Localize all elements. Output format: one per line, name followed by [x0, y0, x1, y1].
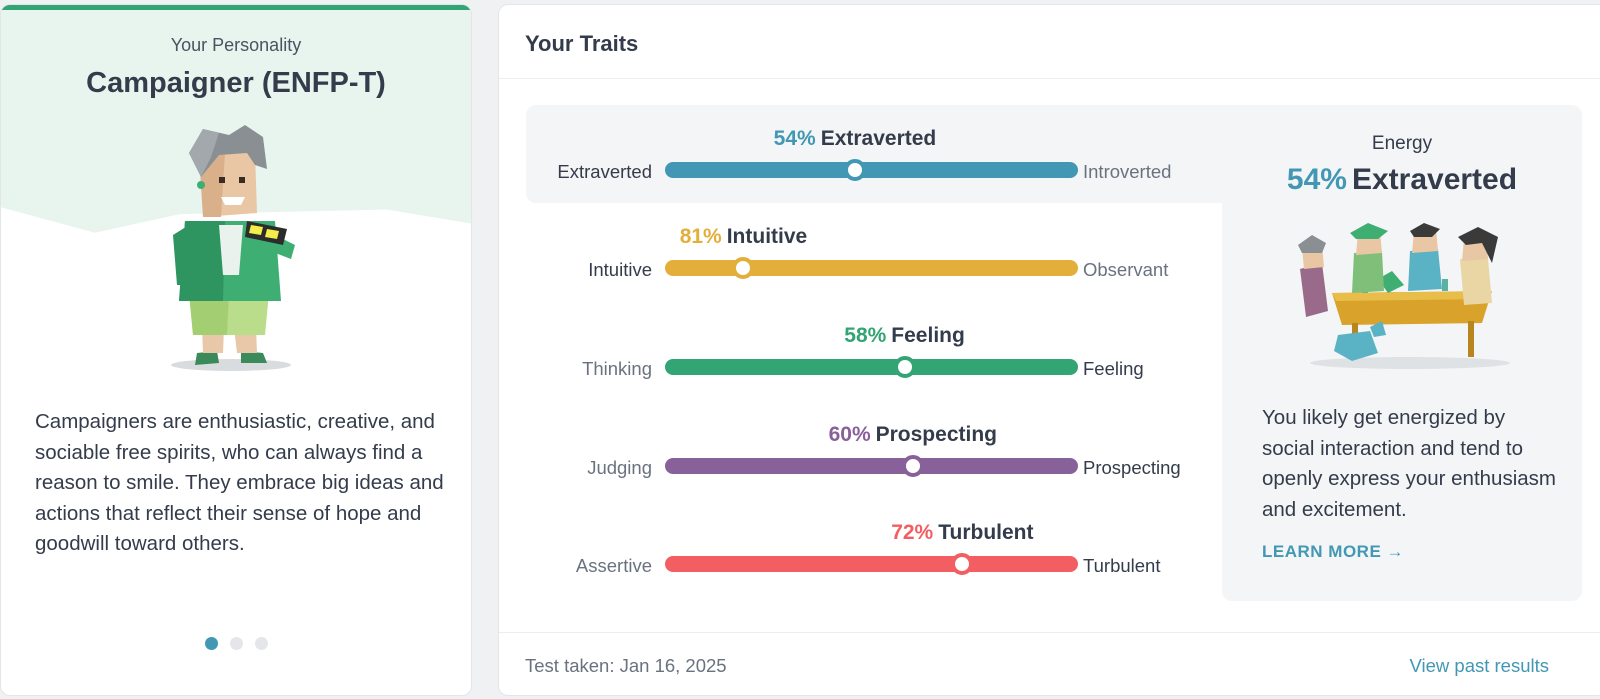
- trait-heading: 54% Extraverted: [774, 127, 937, 151]
- test-taken-date: Test taken: Jan 16, 2025: [525, 655, 727, 676]
- trait-row[interactable]: 60% Prospecting Judging Prospecting: [526, 423, 1206, 483]
- trait-heading: 81% Intuitive: [680, 225, 808, 249]
- energy-trait: Extraverted: [1351, 163, 1518, 196]
- trait-left-label: Intuitive: [588, 259, 652, 280]
- traits-card: Your Traits 54% Extraverted Extraverted Int…: [498, 4, 1600, 696]
- trait-left-label: Thinking: [582, 358, 652, 379]
- campaigner-illustration: [171, 125, 295, 371]
- traits-header: Your Traits: [499, 5, 1600, 79]
- trait-percent: 60%: [828, 423, 871, 446]
- energy-percent: 54%: [1286, 163, 1347, 196]
- traits-footer: Test taken: Jan 16, 2025 View past resul…: [499, 632, 1600, 696]
- trait-slider-knob[interactable]: [732, 257, 755, 279]
- carousel-dot-2[interactable]: [229, 637, 243, 651]
- trait-right-label: Turbulent: [1083, 555, 1161, 576]
- trait-bar: [665, 257, 1078, 279]
- learn-more-label: LEARN MORE: [1262, 542, 1382, 561]
- trait-name: Extraverted: [820, 127, 937, 150]
- trait-slider-knob[interactable]: [893, 356, 916, 378]
- view-past-results-link[interactable]: View past results: [1409, 655, 1550, 676]
- personality-card: Your Personality Campaigner (ENFP-T) Cam…: [0, 4, 472, 696]
- personality-subtitle: Your Personality: [170, 35, 302, 55]
- trait-heading: 58% Feeling: [844, 324, 965, 348]
- trait-name: Prospecting: [875, 423, 997, 446]
- carousel-dot-1[interactable]: [204, 637, 218, 651]
- energy-value: 54% Extraverted: [1222, 163, 1582, 197]
- trait-name: Intuitive: [726, 225, 808, 248]
- trait-slider-knob[interactable]: [951, 553, 974, 575]
- carousel-dots: [1, 635, 471, 653]
- trait-left-label: Judging: [587, 457, 652, 478]
- trait-row[interactable]: 58% Feeling Thinking Feeling: [526, 324, 1206, 384]
- trait-name: Feeling: [891, 324, 965, 347]
- personality-description: Campaigners are enthusiastic, creative, …: [35, 410, 444, 556]
- trait-right-label: Prospecting: [1083, 457, 1181, 478]
- trait-heading: 60% Prospecting: [829, 423, 997, 447]
- energy-label: Energy: [1371, 133, 1433, 154]
- trait-percent: 81%: [679, 225, 722, 248]
- trait-bar: [665, 455, 1078, 477]
- trait-left-label: Extraverted: [557, 161, 652, 182]
- carousel-dot-3[interactable]: [254, 637, 268, 651]
- trait-row[interactable]: 54% Extraverted Extraverted Introverted: [526, 127, 1206, 187]
- trait-row[interactable]: 81% Intuitive Intuitive Observant: [526, 225, 1206, 285]
- arrow-right-icon: →: [1386, 542, 1405, 561]
- trait-row[interactable]: 72% Turbulent Assertive Turbulent: [526, 521, 1206, 581]
- trait-bar: [665, 356, 1078, 378]
- trait-slider-knob[interactable]: [843, 159, 866, 181]
- trait-bar: [665, 159, 1078, 181]
- trait-heading: 72% Turbulent: [891, 521, 1033, 545]
- traits-title: Your Traits: [525, 31, 639, 56]
- selected-trait-highlight: [526, 105, 1226, 203]
- trait-right-label: Introverted: [1083, 161, 1172, 182]
- trait-name: Turbulent: [938, 521, 1034, 544]
- personality-title: Campaigner (ENFP-T): [86, 67, 386, 99]
- trait-right-label: Observant: [1083, 259, 1169, 280]
- trait-bar: [665, 553, 1078, 575]
- energy-description: You likely get energized by social inter…: [1262, 406, 1556, 521]
- trait-right-label: Feeling: [1083, 358, 1144, 379]
- energy-panel: Energy 54% Extraverted: [1222, 105, 1582, 601]
- trait-slider-knob[interactable]: [901, 455, 924, 477]
- trait-percent: 54%: [773, 127, 816, 150]
- learn-more-link[interactable]: LEARN MORE →: [1262, 542, 1404, 562]
- accent-bar: [1, 5, 471, 10]
- social-group-illustration: [1298, 223, 1510, 369]
- trait-percent: 58%: [844, 324, 887, 347]
- trait-percent: 72%: [891, 521, 934, 544]
- trait-left-label: Assertive: [575, 555, 652, 576]
